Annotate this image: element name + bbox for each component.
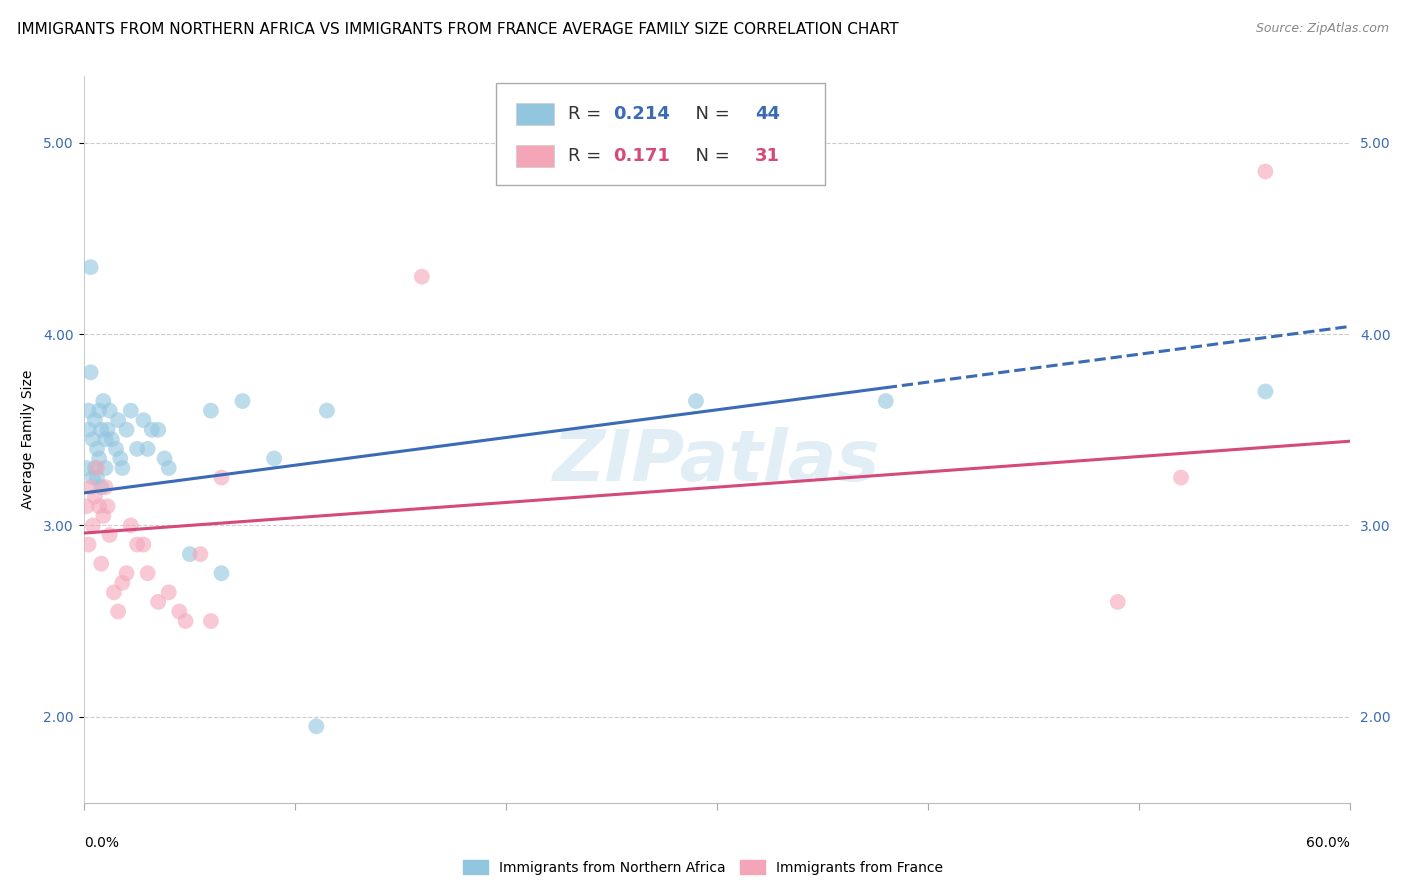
Text: Source: ZipAtlas.com: Source: ZipAtlas.com [1256,22,1389,36]
Text: 0.214: 0.214 [613,105,671,123]
Point [141,423,163,437]
Point [115,423,138,437]
Point [77,537,100,551]
Point [82,470,104,484]
Text: N =: N = [685,105,735,123]
Point [86,470,108,484]
Point [82,518,104,533]
Point [77,403,100,417]
Point [157,585,180,599]
Legend: Immigrants from Northern Africa, Immigrants from France: Immigrants from Northern Africa, Immigra… [457,855,949,880]
Point [96,500,118,514]
Point [107,413,129,427]
Point [179,547,201,561]
Point [211,470,233,484]
Point [79,260,103,274]
Point [148,423,170,437]
Point [87,403,111,417]
Point [94,461,117,475]
Point [84,490,107,504]
Point [148,595,170,609]
Point [82,433,104,447]
Point [98,403,121,417]
Point [90,480,112,494]
Point [86,461,108,475]
Point [87,500,111,514]
Point [94,480,117,494]
Point [1254,384,1277,399]
Text: 60.0%: 60.0% [1306,836,1350,849]
Point [77,423,100,437]
Point [188,547,212,561]
Point [157,461,180,475]
Point [90,557,112,571]
Point [411,269,433,284]
Point [200,614,222,628]
Point [1107,595,1129,609]
Point [120,518,142,533]
Point [86,442,108,456]
Point [105,442,127,456]
Text: R =: R = [568,147,607,165]
Point [316,403,339,417]
Point [1170,470,1192,484]
Point [103,585,125,599]
Text: 31: 31 [755,147,780,165]
Point [875,394,897,409]
FancyBboxPatch shape [516,145,554,167]
Point [263,451,285,466]
Text: 0.0%: 0.0% [84,836,120,849]
Point [136,566,159,581]
Point [685,394,707,409]
FancyBboxPatch shape [516,103,554,125]
Point [153,451,176,466]
Text: IMMIGRANTS FROM NORTHERN AFRICA VS IMMIGRANTS FROM FRANCE AVERAGE FAMILY SIZE CO: IMMIGRANTS FROM NORTHERN AFRICA VS IMMIG… [17,22,898,37]
Text: 44: 44 [755,105,780,123]
Point [90,423,112,437]
Point [76,461,98,475]
Point [169,605,191,619]
Point [93,394,115,409]
Point [84,461,107,475]
Point [93,508,115,523]
Point [200,403,222,417]
Point [136,442,159,456]
Point [94,433,117,447]
Point [127,442,149,456]
FancyBboxPatch shape [496,83,824,185]
Point [107,605,129,619]
Point [120,403,142,417]
Point [1254,164,1277,178]
Point [96,423,118,437]
Point [84,413,107,427]
Text: R =: R = [568,105,607,123]
Text: 0.171: 0.171 [613,147,671,165]
Point [98,528,121,542]
Point [174,614,197,628]
Point [101,433,124,447]
Y-axis label: Average Family Size: Average Family Size [21,369,35,509]
Text: ZIPatlas: ZIPatlas [554,426,880,496]
Point [111,461,134,475]
Point [79,480,103,494]
Point [76,500,98,514]
Point [87,451,111,466]
Point [211,566,233,581]
Point [110,451,132,466]
Point [305,719,328,733]
Point [127,537,149,551]
Point [79,365,103,379]
Point [111,575,134,590]
Point [132,537,155,551]
Point [132,413,155,427]
Text: N =: N = [685,147,735,165]
Point [231,394,254,409]
Point [115,566,138,581]
